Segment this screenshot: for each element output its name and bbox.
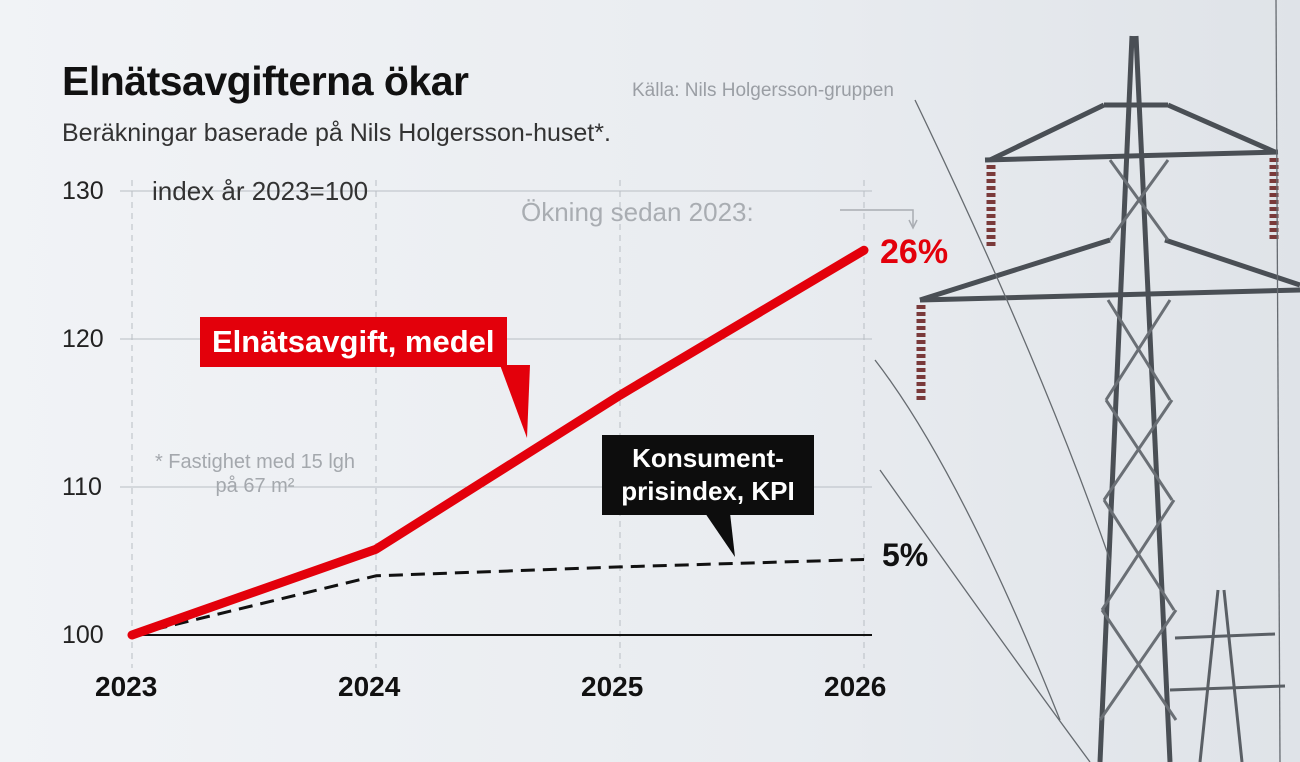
increase-label: Ökning sedan 2023: <box>521 197 754 227</box>
chart-subtitle: Beräkningar baserade på Nils Holgersson-… <box>62 119 611 147</box>
increase-arrow-head <box>908 219 918 230</box>
black-series-label-line-1: Konsument- <box>632 443 784 473</box>
red-series-label: Elnätsavgift, medel <box>200 317 507 367</box>
power-pylon-illustration <box>874 0 1300 762</box>
x-tick-2023: 2023 <box>95 671 158 702</box>
y-tick-110: 110 <box>62 473 102 501</box>
x-tick-2026: 2026 <box>824 671 887 702</box>
y-tick-130: 130 <box>62 177 104 205</box>
black-label-pointer <box>705 513 735 557</box>
black-series-label: Konsument- prisindex, KPI <box>602 435 814 515</box>
increase-arrow <box>840 209 914 226</box>
series-line-kpi <box>131 558 865 637</box>
series-layer <box>127 245 869 640</box>
red-series-end-label: 26% <box>880 233 949 271</box>
annotation-pointers <box>500 209 918 557</box>
y-tick-120: 120 <box>62 325 104 353</box>
source-label: Källa: Nils Holgersson-gruppen <box>632 80 894 101</box>
black-series-end-label: 5% <box>882 537 929 573</box>
black-series-label-line-2: prisindex, KPI <box>621 476 795 506</box>
footnote: * Fastighet med 15 lgh på 67 m² <box>154 451 356 497</box>
series-line-elnatsavgift <box>127 245 869 640</box>
x-tick-2024: 2024 <box>338 671 401 702</box>
chart-title: Elnätsavgifterna ökar <box>62 58 469 104</box>
index-base-label: index år 2023=100 <box>152 176 369 206</box>
x-tick-2025: 2025 <box>581 671 644 702</box>
y-tick-100: 100 <box>62 621 104 649</box>
red-label-pointer <box>500 365 530 438</box>
